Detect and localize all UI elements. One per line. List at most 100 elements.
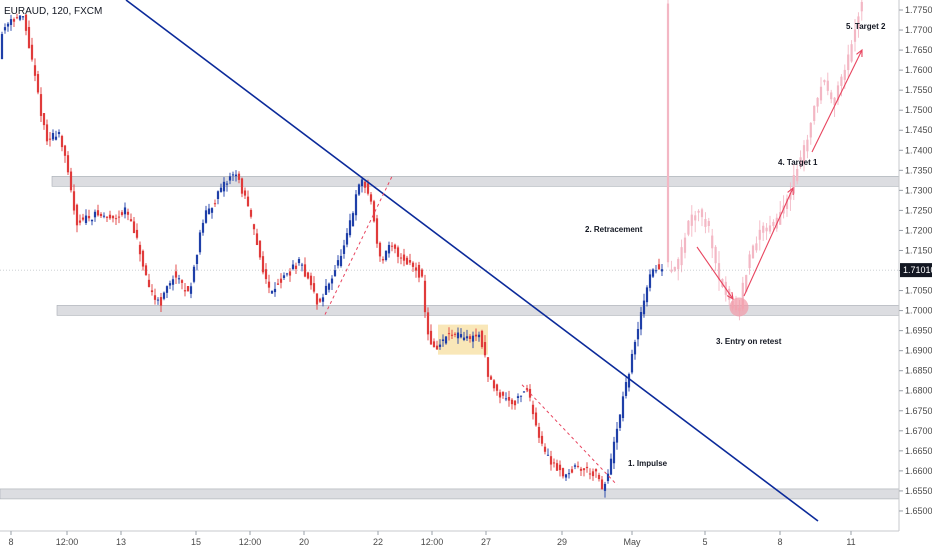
candle-body [132, 221, 136, 234]
candle-body [96, 210, 100, 216]
candle-body [591, 471, 595, 477]
candle-body [636, 329, 640, 340]
candle-body [381, 259, 385, 261]
candle-body [237, 173, 241, 180]
annotation-layer: 1. Impulse 2. Retracement 3. Entry on rete… [585, 22, 886, 468]
candle-body [210, 208, 214, 213]
price-tick-label: 1.70500 [905, 286, 932, 296]
candle-body [579, 468, 583, 471]
candle-body [441, 339, 445, 341]
projected-candle-body [697, 210, 700, 213]
candle-body [495, 384, 499, 391]
candle-body [444, 336, 448, 344]
candle-body [177, 278, 181, 280]
candle-body [126, 211, 130, 215]
candle-body [435, 345, 439, 350]
candle-body [306, 272, 310, 279]
projected-candle-body [704, 219, 707, 227]
candle-body [324, 285, 328, 295]
candle-body [123, 207, 127, 215]
candle-body [114, 218, 118, 220]
candle-body [555, 463, 559, 471]
candle-body [378, 242, 382, 257]
entry-circle [729, 297, 749, 317]
candle-body [501, 392, 505, 396]
candle-body [39, 94, 43, 116]
candle-body [144, 265, 148, 276]
price-tick-label: 1.68000 [905, 386, 932, 396]
last-price-label: 1.71010 [903, 265, 932, 275]
projected-candle-body [833, 97, 836, 106]
arrow-to-retest [696, 246, 734, 301]
projected-candle-body [707, 221, 710, 226]
price-tick-label: 1.69500 [905, 326, 932, 336]
candle-body [474, 334, 478, 337]
zone-low [0, 488, 900, 500]
time-axis-ticks: 8 12:00 13 15 12:00 20 22 12:00 27 29 May 5 8 11 [8, 531, 856, 547]
projected-candle-body [792, 175, 795, 194]
candle-body [432, 341, 436, 348]
time-tick-label: 12:00 [56, 537, 79, 547]
arrow-head [856, 48, 863, 58]
candle-body [180, 280, 184, 283]
candle-body [525, 388, 529, 391]
projected-candle-body [857, 16, 860, 29]
candle-body [528, 388, 532, 398]
candle-body [78, 220, 82, 223]
candle-body [561, 468, 565, 477]
candle-body [249, 209, 253, 217]
projected-candle-body [799, 157, 802, 166]
projected-candle-body [789, 192, 792, 200]
candle-body [63, 145, 67, 156]
candle-body [120, 212, 124, 215]
projected-candle-body [830, 92, 833, 100]
candle-body [0, 34, 4, 60]
arrow-shaft [696, 246, 734, 300]
candle-body [105, 216, 109, 218]
projected-candle-body [694, 215, 697, 221]
candle-body [18, 15, 22, 20]
candle-body [213, 203, 217, 205]
projected-candle-body [717, 263, 721, 280]
time-tick-label: 12:00 [421, 537, 444, 547]
projected-candle-body [768, 225, 772, 232]
price-tick-label: 1.77500 [905, 5, 932, 15]
arrow-head [726, 291, 734, 301]
price-tick-label: 1.73000 [905, 185, 932, 195]
projected-candle-body [823, 80, 826, 83]
candle-body [540, 435, 544, 444]
candle-body [492, 380, 496, 389]
arrow-shaft [743, 187, 794, 297]
candle-body [294, 265, 298, 269]
candle-body [198, 232, 202, 253]
candle-body [12, 19, 16, 22]
candle-body [633, 341, 637, 355]
candle-body [75, 204, 79, 226]
candle-body [297, 259, 301, 264]
candle-body [108, 214, 112, 219]
candle-body [588, 473, 592, 475]
candle-body [402, 254, 406, 261]
candle-body [600, 479, 604, 490]
projected-candle-body [840, 76, 843, 86]
projected-candle-body [847, 54, 850, 71]
candle-body [3, 27, 7, 31]
time-tick-label: 22 [373, 537, 383, 547]
arrow-head [787, 186, 794, 196]
candle-body [312, 283, 316, 292]
candle-body [192, 266, 196, 282]
projected-candle-body [806, 139, 809, 152]
candle-body [420, 269, 424, 277]
candle-body [360, 179, 364, 187]
candle-body [654, 270, 658, 272]
candle-body [384, 250, 388, 261]
projected-candle-body [673, 266, 676, 271]
time-tick-label: 27 [481, 537, 491, 547]
candle-body [498, 392, 502, 398]
candle-body [570, 469, 574, 473]
candle-body [27, 27, 31, 49]
candle-body [24, 14, 28, 31]
candle-body [651, 269, 655, 277]
candle-body [150, 290, 154, 293]
price-tick-label: 1.72000 [905, 225, 932, 235]
